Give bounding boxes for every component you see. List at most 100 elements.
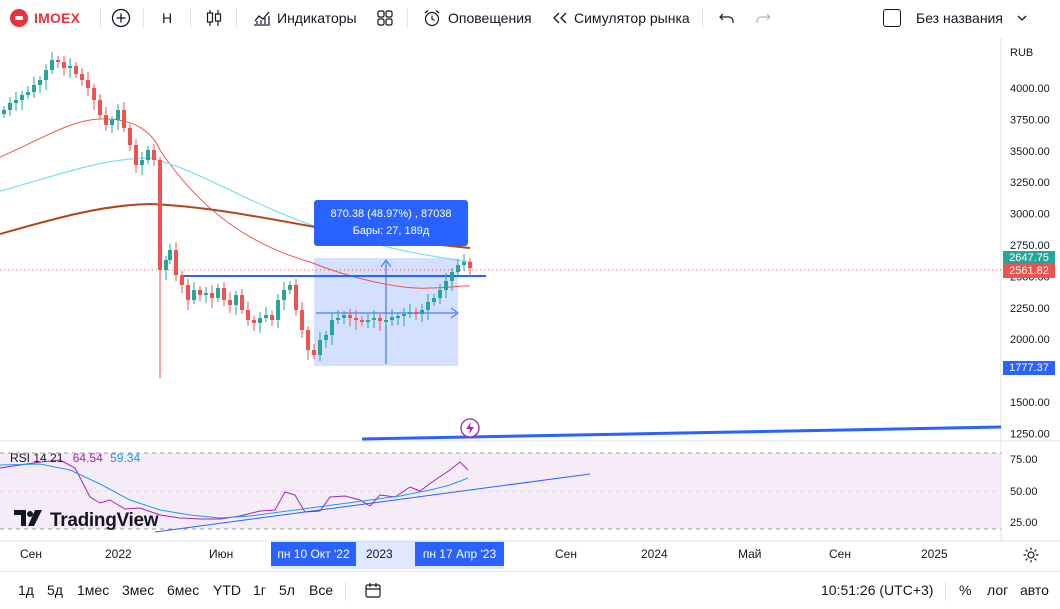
time-label-6: Май <box>738 547 762 561</box>
candle-body <box>288 285 292 290</box>
range-5d[interactable]: 5д <box>47 582 63 598</box>
candle-body <box>122 110 126 128</box>
range-all[interactable]: Все <box>309 582 334 598</box>
range-1m[interactable]: 1мес <box>77 582 110 598</box>
trend-line-main[interactable] <box>361 425 1002 441</box>
price-tick-label: 3750.00 <box>1010 114 1050 126</box>
candle-body <box>20 95 24 100</box>
candle-body <box>38 80 42 85</box>
candles-icon <box>203 7 225 29</box>
candle-body <box>426 302 430 310</box>
candle-body <box>354 318 358 320</box>
range-1y[interactable]: 1г <box>253 582 266 598</box>
range-ytd[interactable]: YTD <box>213 582 241 598</box>
log-toggle[interactable]: лог <box>987 582 1009 598</box>
interval-button[interactable]: Н <box>162 0 172 36</box>
symbol-logo-icon <box>10 9 28 27</box>
clock[interactable]: 10:51:26 (UTC+3) <box>821 582 934 598</box>
candle-body <box>198 290 202 295</box>
time-highlight-end: пн 17 Апр '23 <box>415 542 504 566</box>
candle-body <box>396 316 400 318</box>
undo-button[interactable] <box>716 0 738 36</box>
templates-button[interactable] <box>374 0 396 36</box>
time-label-5: 2024 <box>641 547 668 561</box>
candle-body <box>264 315 268 318</box>
redo-button[interactable] <box>752 0 774 36</box>
chart-type-button[interactable] <box>203 0 225 36</box>
candle-body <box>192 290 196 300</box>
plus-circle-icon <box>110 7 132 29</box>
candle-body <box>282 290 286 300</box>
layout-name: Без названия <box>916 10 1003 26</box>
range-1d[interactable]: 1д <box>18 582 34 598</box>
ma-cyan-line <box>0 157 471 263</box>
chevron-down-icon <box>1011 7 1033 29</box>
rsi-params: 14 21 <box>33 451 64 465</box>
candle-body <box>372 318 376 320</box>
price-tick-label: 1500.00 <box>1010 397 1050 409</box>
candle-body <box>86 80 90 88</box>
layout-checkbox-icon <box>883 9 901 27</box>
candle-body <box>32 85 36 92</box>
indicators-icon <box>251 7 273 29</box>
candle-body <box>164 260 168 270</box>
gear-icon <box>1023 547 1039 563</box>
candle-body <box>180 275 184 285</box>
tradingview-logo[interactable]: TradingView <box>14 509 159 532</box>
rsi-axis[interactable]: 75.00 50.00 25.00 <box>1010 454 1038 529</box>
candle-body <box>252 320 256 323</box>
candle-body <box>468 262 472 268</box>
alerts-button[interactable]: Оповещения <box>421 0 532 36</box>
range-6m[interactable]: 6мес <box>167 582 200 598</box>
candle-body <box>134 145 138 165</box>
candle-body <box>456 265 460 272</box>
candle-body <box>318 340 322 355</box>
rsi-ma-line <box>0 463 469 519</box>
tradingview-mark-icon <box>14 509 44 532</box>
indicators-label: Индикаторы <box>277 10 357 26</box>
candle-body <box>92 88 96 100</box>
chart-settings-button[interactable] <box>1022 546 1040 569</box>
calendar-icon <box>365 583 381 598</box>
candle-body <box>152 150 156 160</box>
indicators-button[interactable]: Индикаторы <box>251 0 357 36</box>
percent-toggle[interactable]: % <box>959 582 972 598</box>
measure-tooltip: 870.38 (48.97%) , 87038 Бары: 27, 189д <box>314 200 468 246</box>
candle-body <box>146 150 150 160</box>
candle-body <box>228 300 232 305</box>
candle-body <box>140 160 144 165</box>
auto-toggle[interactable]: авто <box>1020 582 1049 598</box>
price-tick-label: 3250.00 <box>1010 177 1050 189</box>
candle-body <box>110 120 114 125</box>
symbol-search[interactable]: IMOEX <box>10 0 80 36</box>
measure-tooltip-line1: 870.38 (48.97%) , 87038 <box>330 208 452 220</box>
bottom-toolbar: 1д 5д 1мес 3мес 6мес YTD 1г 5л Все 10:51… <box>0 571 1060 609</box>
candle-body <box>74 66 78 74</box>
candle-body <box>348 315 352 318</box>
rsi-legend[interactable]: RSI 14 21 64.54 59.34 <box>10 451 140 465</box>
price-tick-label: 2750.00 <box>1010 240 1050 252</box>
candle-body <box>158 160 162 270</box>
tradingview-label: TradingView <box>50 509 159 531</box>
undo-icon <box>716 7 738 29</box>
symbol-name: IMOEX <box>34 10 81 26</box>
interval-label: Н <box>162 10 173 26</box>
alarm-clock-icon <box>421 7 443 29</box>
rewind-icon <box>549 7 571 29</box>
chart-canvas[interactable]: 4000.00 3750.00 3500.00 3250.00 3000.00 2750.… <box>0 0 1060 571</box>
time-label-7: Сен <box>829 547 851 561</box>
range-3m[interactable]: 3мес <box>122 582 155 598</box>
candle-body <box>56 60 60 62</box>
grid-icon <box>374 7 396 29</box>
candle-body <box>444 281 448 290</box>
replay-button[interactable]: Симулятор рынка <box>549 0 690 36</box>
range-5y[interactable]: 5л <box>279 582 295 598</box>
replay-label: Симулятор рынка <box>574 10 690 26</box>
goto-date-button[interactable] <box>364 581 382 602</box>
candlestick-series <box>2 52 472 378</box>
layout-menu-button[interactable]: Без названия <box>883 0 1033 36</box>
compare-symbol-button[interactable] <box>110 0 132 36</box>
price-tick-label: 2000.00 <box>1010 334 1050 346</box>
candle-body <box>312 350 316 355</box>
rsi-value1: 64.54 <box>72 451 103 465</box>
